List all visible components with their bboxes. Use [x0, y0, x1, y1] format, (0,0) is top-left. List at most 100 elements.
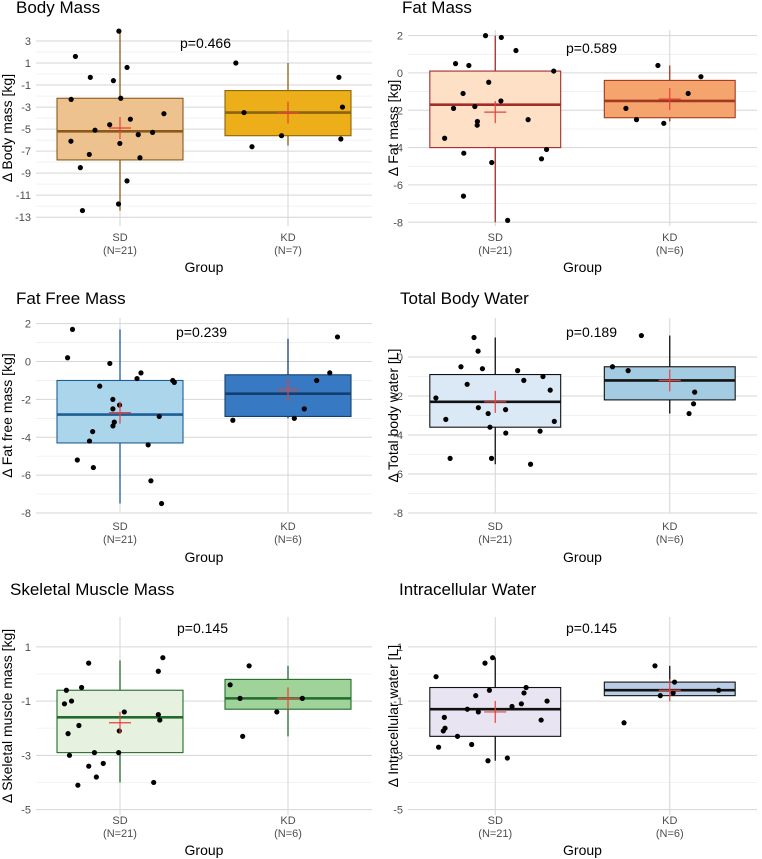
data-point: [498, 34, 504, 41]
data-point: [460, 90, 466, 97]
data-point: [93, 774, 99, 780]
data-point: [609, 364, 616, 370]
data-point: [339, 104, 346, 110]
panel-title: Body Mass: [16, 0, 100, 17]
y-tick-label: -8: [393, 217, 403, 229]
x-tick-label-sd: SD: [112, 815, 127, 827]
panel-title: Fat Free Mass: [16, 289, 126, 308]
data-point: [68, 138, 74, 144]
x-tick-label-kd: KD: [280, 232, 295, 244]
data-point: [464, 706, 470, 712]
data-point: [64, 355, 71, 361]
data-point: [97, 383, 103, 389]
data-point: [504, 755, 510, 761]
data-point: [443, 416, 449, 422]
x-tick-label-kd: KD: [662, 521, 677, 533]
data-point: [469, 741, 475, 748]
data-point: [551, 418, 557, 424]
data-point: [527, 461, 534, 467]
x-axis-title: Group: [563, 549, 602, 565]
group-sd: [429, 655, 562, 764]
data-point: [227, 682, 233, 688]
data-point: [87, 74, 93, 80]
y-axis-title: Δ Skeletal muscle mass [kg]: [0, 629, 15, 803]
data-point: [299, 695, 305, 701]
data-point: [78, 684, 85, 691]
y-tick-label: 3: [25, 36, 31, 48]
data-point: [633, 117, 640, 123]
data-point: [716, 687, 722, 693]
y-tick-label: 1: [25, 58, 31, 70]
x-tick-label-kd: KD: [662, 815, 677, 827]
data-point: [61, 701, 68, 707]
y-tick-label: -2: [21, 394, 31, 406]
y-tick-label: 2: [397, 31, 403, 43]
p-value-annotation: p=0.145: [566, 620, 617, 636]
y-tick-label: -1: [21, 696, 31, 708]
x-axis-title: Group: [185, 549, 224, 565]
data-point: [278, 133, 285, 139]
x-tick-n-label-sd: (N=21): [478, 534, 512, 546]
data-point: [79, 207, 86, 214]
y-tick-label: -4: [21, 432, 31, 444]
data-point: [540, 373, 546, 380]
data-point: [433, 674, 439, 680]
data-point: [171, 379, 177, 385]
data-point: [505, 217, 511, 223]
data-point: [452, 61, 459, 67]
p-value-annotation: p=0.589: [566, 40, 617, 56]
data-point: [156, 413, 162, 420]
data-point: [160, 655, 166, 661]
data-point: [475, 405, 481, 411]
y-tick-label: 0: [397, 352, 403, 364]
group-sd: [56, 326, 184, 507]
data-point: [515, 368, 521, 374]
data-point: [525, 117, 531, 123]
data-point: [68, 96, 74, 102]
data-point: [69, 326, 76, 332]
data-point: [338, 136, 344, 142]
y-tick-label: -4: [393, 143, 403, 155]
data-point: [124, 64, 130, 71]
data-point: [442, 135, 448, 141]
data-point: [509, 703, 515, 710]
data-point: [671, 679, 678, 685]
p-value-annotation: p=0.466: [180, 35, 231, 51]
group-kd: [224, 60, 352, 150]
data-point: [441, 714, 447, 720]
data-point: [161, 111, 167, 117]
y-tick-label: 0: [397, 68, 403, 80]
y-tick-label: -8: [393, 508, 403, 520]
data-point: [461, 150, 467, 156]
data-point: [547, 387, 553, 393]
x-tick-n-label-sd: (N=21): [478, 828, 512, 840]
data-point: [447, 455, 453, 461]
y-tick-label: -5: [21, 805, 31, 817]
data-point: [464, 381, 470, 387]
x-tick-n-label-sd: (N=21): [103, 534, 137, 546]
data-point: [86, 660, 92, 666]
x-tick-label-sd: SD: [488, 815, 503, 827]
data-point: [90, 428, 96, 435]
y-tick-label: -4: [393, 430, 403, 442]
data-point: [450, 105, 457, 111]
y-tick-label: -7: [21, 146, 31, 158]
data-point: [638, 332, 644, 339]
data-point: [233, 60, 239, 66]
data-point: [301, 406, 307, 412]
data-point: [521, 377, 527, 383]
data-point: [336, 74, 342, 80]
data-point: [121, 709, 127, 715]
group-sd: [56, 655, 184, 788]
data-point: [148, 478, 154, 484]
y-tick-label: -2: [393, 391, 403, 403]
data-point: [657, 693, 663, 699]
data-point: [486, 687, 492, 693]
data-point: [76, 722, 82, 729]
y-tick-label: 1: [397, 642, 403, 654]
data-point: [327, 370, 333, 376]
data-point: [134, 375, 140, 382]
data-point: [490, 655, 496, 661]
data-point: [75, 782, 81, 788]
data-point: [91, 750, 98, 756]
